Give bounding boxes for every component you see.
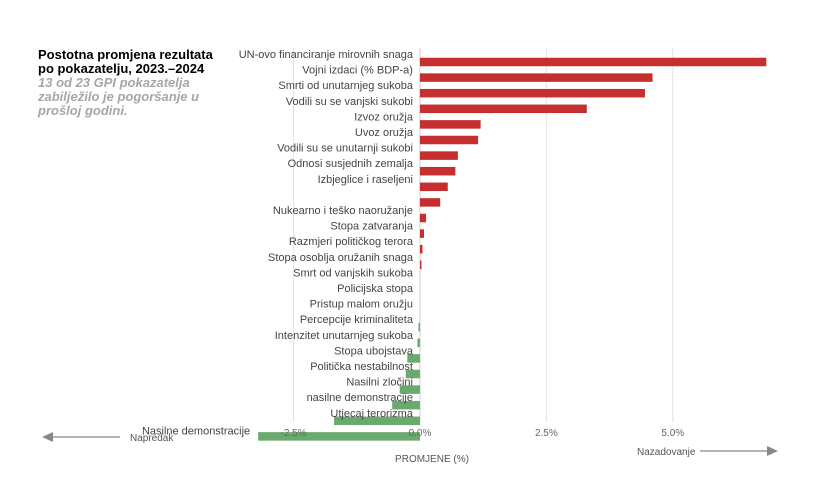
bar [419, 120, 481, 129]
bar [399, 385, 420, 394]
category-label: Razmjeri političkog terora [289, 236, 414, 248]
bar [419, 182, 448, 192]
bar [258, 432, 420, 441]
left-arrow-label: Napredak [130, 433, 174, 444]
right-arrow-head [767, 446, 778, 456]
bar [419, 88, 645, 98]
chart-subtitle: 13 od 23 GPI pokazatelja zabilježilo je … [38, 75, 200, 118]
x-tick-label: 5.0% [661, 428, 684, 439]
category-label: Uvoz oružja [355, 127, 414, 139]
left-arrow-head [42, 432, 53, 442]
category-label: nasilne demonstracije [307, 392, 413, 404]
left-arrow: Napredak [42, 432, 174, 444]
category-label: Smrti od unutarnjeg sukoba [278, 80, 413, 92]
bar [419, 166, 456, 176]
category-labels: UN-ovo financiranje mirovnih snaga Vojni … [142, 49, 414, 437]
category-label: UN-ovo financiranje mirovnih snaga [239, 49, 414, 61]
category-label: Nasilni zločini [346, 377, 413, 389]
category-label: Nasilne demonstracije [142, 425, 250, 437]
category-label: Vodili su se vanjski sukobi [286, 96, 413, 108]
category-label: Stopa ubojstava [334, 345, 414, 357]
x-tick-label: 0.0% [409, 428, 432, 439]
category-label: Stopa zatvaranja [330, 221, 413, 233]
category-label: Stopa osoblja oružanih snaga [268, 252, 414, 264]
x-tick-labels: -2.5% 0.0% 2.5% 5.0% [280, 428, 684, 439]
bar [419, 260, 422, 270]
x-axis-title: PROMJENE (%) [395, 454, 469, 465]
bar [419, 198, 441, 207]
category-label: Smrt od vanjskih sukoba [293, 267, 414, 279]
chart-title: Postotna promjena rezultata po pokazatel… [38, 47, 213, 76]
bar [419, 73, 653, 82]
category-label: Izvoz oružja [354, 111, 414, 123]
category-label: Vojni izdaci (% BDP-a) [302, 65, 413, 77]
bar [419, 244, 423, 254]
category-label: Intenzitet unutarnjeg sukoba [275, 330, 414, 342]
category-label: Utjecaj terorizma [330, 408, 413, 420]
right-arrow: Nazadovanje [637, 446, 778, 458]
category-label: Odnosi susjednih zemalja [288, 158, 414, 170]
category-label: Izbjeglice i raseljeni [318, 174, 413, 186]
category-label: Policijska stopa [337, 283, 414, 295]
category-label: Vodili su se unutarnji sukobi [277, 143, 413, 155]
category-label: Nukearno i teško naoružanje [273, 205, 413, 217]
bar [418, 322, 420, 332]
bar [407, 354, 420, 363]
bars [258, 57, 767, 441]
bar [392, 400, 420, 410]
bar [419, 151, 458, 160]
x-tick-label: -2.5% [280, 428, 306, 439]
right-arrow-label: Nazadovanje [637, 447, 696, 458]
bar [419, 213, 427, 223]
title-block: Postotna promjena rezultata po pokazatel… [38, 48, 218, 118]
x-tick-label: 2.5% [535, 428, 558, 439]
bar [417, 338, 420, 348]
bar [419, 229, 425, 238]
bar [419, 104, 587, 114]
bar [334, 416, 420, 426]
category-label: Politička nestabilnost [310, 361, 413, 373]
category-label: Percepcije kriminaliteta [300, 314, 414, 326]
bar [419, 135, 479, 145]
bar [419, 57, 767, 67]
bar [405, 369, 420, 379]
category-label: Pristup malom oružju [310, 299, 413, 311]
